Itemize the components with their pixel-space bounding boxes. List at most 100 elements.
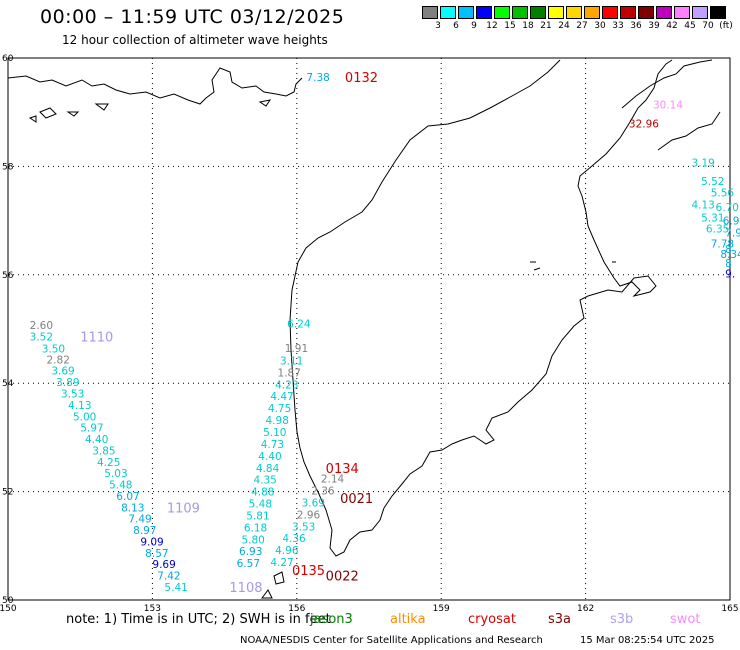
legend-label: 30 [594, 21, 606, 31]
legend-label: 70 [702, 21, 714, 31]
wave-height-value: 2.96 [297, 509, 321, 521]
wave-height-value: 7.49 [128, 514, 151, 526]
wave-height-value: 6.18 [244, 522, 267, 534]
wave-height-value: 4.40 [85, 434, 108, 446]
wave-height-value: 7.78 [711, 238, 734, 250]
wave-height-value: 5.80 [241, 534, 264, 546]
legend-swatch [620, 6, 636, 19]
legend-swatch [440, 6, 456, 19]
track-label: 0134 [326, 462, 359, 477]
wave-height-value: 3.85 [92, 445, 115, 457]
page-subtitle: 12 hour collection of altimeter wave hei… [62, 33, 328, 47]
page-title: 00:00 – 11:59 UTC 03/12/2025 [40, 6, 345, 28]
track-label: 0022 [326, 570, 359, 585]
track-label: 0132 [345, 71, 378, 86]
wave-height-value: 4.98 [266, 415, 289, 427]
legend-swatch [602, 6, 618, 19]
x-tick-label: 159 [433, 604, 450, 614]
legend-swatch [656, 6, 672, 19]
legend-label: 24 [558, 21, 570, 31]
y-tick-label: 52 [2, 488, 13, 498]
coastline [7, 59, 721, 599]
wave-height-value: 3.19 [691, 158, 714, 170]
wave-height-value: 7.42 [157, 571, 180, 583]
legend-label: 15 [504, 21, 516, 31]
wave-height-value: 8.57 [145, 548, 168, 560]
wave-height-value: 3.11 [280, 355, 303, 367]
wave-height-value: 5.00 [73, 411, 96, 423]
wave-height-value: 6.70 [716, 202, 739, 214]
x-tick-label: 150 [0, 604, 17, 614]
wave-height-value: 6.07 [116, 491, 139, 503]
credit-line: NOAA/NESDIS Center for Satellite Applica… [240, 635, 543, 646]
legend-swatch [638, 6, 654, 19]
y-tick-label: 60 [2, 54, 14, 64]
wave-height-value: 4.84 [256, 463, 280, 475]
y-tick-label: 50 [2, 596, 14, 606]
y-tick-label: 54 [2, 379, 14, 389]
wave-height-value: 8.97 [133, 525, 156, 537]
footer-note: note: 1) Time is in UTC; 2) SWH is in fe… [66, 612, 331, 627]
legend-swatch [584, 6, 600, 19]
wave-height-value: 5.81 [246, 510, 269, 522]
wave-height-value: 2.36 [311, 486, 335, 498]
wave-height-value: 9. [725, 269, 735, 281]
wave-height-value: 6.98 [723, 216, 740, 228]
wave-height-value: 4.96 [275, 545, 299, 557]
wave-height-value: 5.48 [109, 480, 132, 492]
wave-height-value: 4.75 [268, 403, 291, 415]
mission-label: cryosat [468, 612, 516, 627]
legend-label: 12 [486, 21, 498, 31]
kamchatka-coast [289, 59, 673, 557]
wave-height-value: 5.03 [104, 468, 127, 480]
x-tick-label: 153 [144, 604, 161, 614]
wave-height-value: 6.93 [239, 546, 262, 558]
y-tick-label: 56 [2, 271, 14, 281]
legend-label: 33 [612, 21, 624, 31]
mission-label: jason3 [310, 612, 353, 627]
wave-height-value: 5.31 [701, 212, 724, 224]
legend-swatch [692, 6, 708, 19]
legend-label: 42 [666, 21, 678, 31]
wave-height-value: 3.50 [42, 344, 65, 356]
legend-swatch [422, 6, 438, 19]
legend-swatch [566, 6, 582, 19]
wave-height-value: 2.60 [30, 320, 53, 332]
legend-swatch [674, 6, 690, 19]
wave-height-value: 4.13 [691, 199, 714, 211]
wave-height-value: 3.52 [30, 332, 53, 344]
wave-height-value: 4.36 [282, 533, 306, 545]
wave-height-value: 4.88 [251, 487, 274, 499]
okhotsk-islands [28, 99, 272, 123]
legend-label: (ft) [719, 21, 733, 31]
wave-height-value: 7.9 [725, 228, 740, 240]
wave-height-value: 4.40 [258, 451, 281, 463]
wave-height-value: 3.89 [56, 377, 79, 389]
wave-height-value: 32.96 [629, 119, 659, 131]
x-tick-label: 165 [721, 604, 738, 614]
wave-height-value: 4.35 [253, 475, 276, 487]
legend-label: 9 [471, 21, 477, 31]
wave-height-value: 6.24 [287, 319, 311, 331]
track-label: 1108 [229, 581, 262, 596]
mission-label: altika [390, 612, 426, 627]
wave-height-value: 5.56 [711, 187, 735, 199]
x-tick-label: 156 [288, 604, 305, 614]
wave-height-value: 3.53 [61, 388, 84, 400]
wave-height-value: 3.53 [292, 521, 315, 533]
legend-swatch [548, 6, 564, 19]
wave-height-value: 9.09 [140, 536, 163, 548]
track-label: 0135 [292, 564, 325, 579]
wave-height-value: 5.97 [80, 423, 103, 435]
track-label: 1110 [80, 331, 113, 346]
x-tick-label: 162 [577, 604, 594, 614]
y-tick-label: 58 [2, 162, 14, 172]
wave-height-value: 4.27 [270, 557, 293, 569]
wave-height-value: 4.73 [261, 439, 284, 451]
wave-height-value: 3.69 [302, 497, 325, 509]
wave-height-value: 4.13 [68, 400, 91, 412]
wave-height-value: 2.14 [321, 474, 345, 486]
legend-label: 21 [540, 21, 552, 31]
legend-swatch [530, 6, 546, 19]
